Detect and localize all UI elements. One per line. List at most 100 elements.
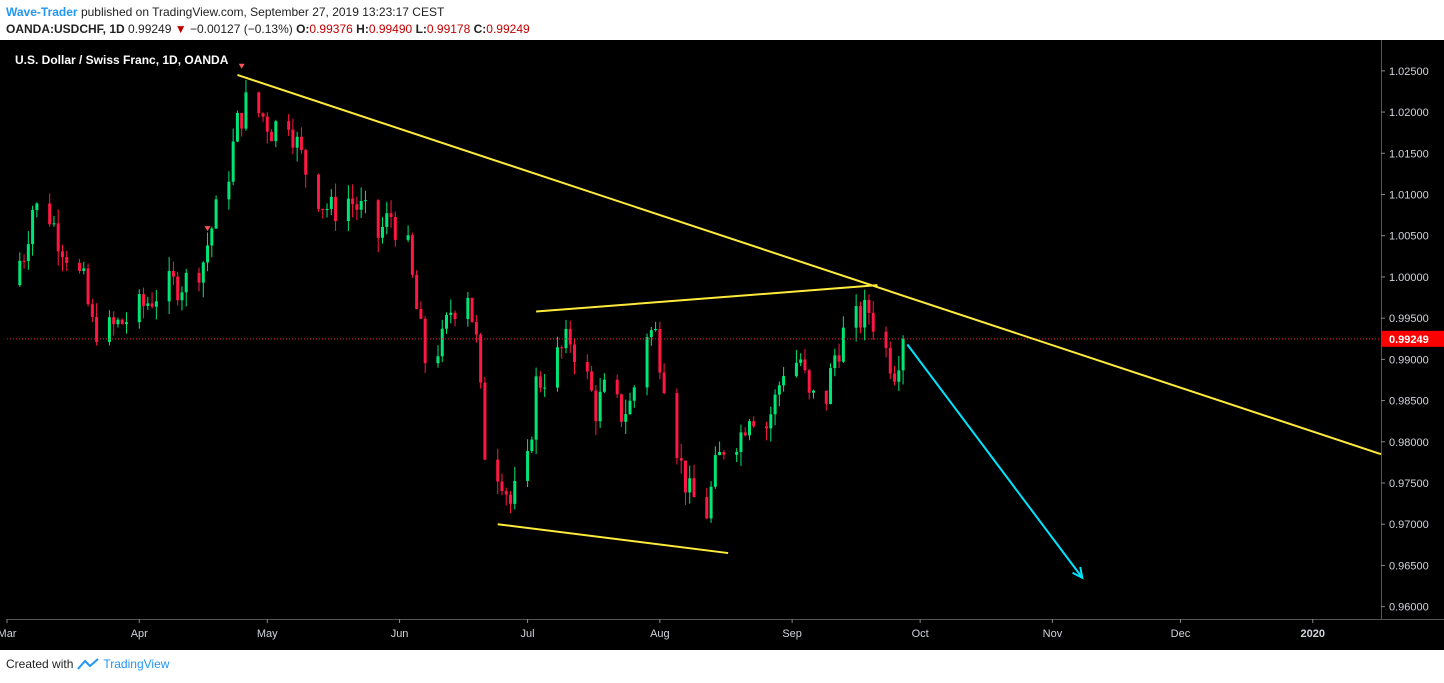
candle-up [124,322,128,324]
candle-down [888,347,892,374]
x-tick-label: 2020 [1300,628,1324,640]
author-name[interactable]: Wave-Trader [6,5,78,19]
candle-down [150,303,154,307]
candle-up [26,244,30,262]
candle-up [769,414,773,429]
candle-up [854,306,858,328]
candle-down [351,198,355,205]
candle-up [184,272,188,293]
candle-up [777,385,781,395]
x-tick-label: Aug [650,628,670,640]
forecast-arrow[interactable] [906,343,1084,579]
x-tick-label: Jul [521,628,535,640]
candle-down [419,308,423,319]
x-tick-label: Sep [782,628,802,640]
candle-down [803,359,807,371]
trendline[interactable] [237,74,1382,456]
candle-up [201,262,205,283]
candle-down [291,129,295,148]
y-tick-label: 1.00000 [1389,272,1429,284]
y-tick-label: 1.00500 [1389,231,1429,243]
candle-down [658,329,662,373]
y-tick-label: 0.99000 [1389,354,1429,366]
candle-down [807,370,811,393]
candle-up [116,319,120,325]
open-label: O: [296,22,310,36]
candle-down [474,321,478,335]
candle-up [180,292,184,301]
candle-up [645,337,649,388]
candle-down [679,458,683,461]
tradingview-brand[interactable]: TradingView [103,657,170,671]
y-tick-label: 0.96500 [1389,560,1429,572]
candle-down [393,217,397,240]
candle-up [649,330,653,338]
candle-down [65,257,69,263]
candle-down [261,113,265,117]
candle-up [799,359,803,363]
candle-up [31,209,35,245]
high-value: 0.99490 [368,22,413,36]
current-price-tag [1382,330,1444,347]
y-tick-label: 0.99500 [1389,313,1429,325]
candle-down [176,276,180,301]
published-text: published on TradingView.com, September … [80,5,445,19]
low-label: L: [415,22,427,36]
candle-down [197,272,201,283]
candle-down [619,394,623,422]
candle-up [346,198,350,222]
candle-down [240,112,244,129]
candle-down [453,312,457,320]
trendline[interactable] [536,284,878,313]
candle-down [95,316,99,342]
candle-up [35,203,39,210]
candle-up [841,327,845,362]
candle-up [735,451,739,455]
candle-down [683,460,687,493]
candle-up [632,387,636,401]
ohlc-legend: OANDA:USDCHF, 1D 0.99249 ▼ −0.00127 (−0.… [6,22,530,36]
candle-down [884,331,888,348]
candle-up [829,368,833,404]
candle-down [509,494,513,504]
candle-up [295,136,299,148]
candle-down [538,376,542,388]
price-chart[interactable]: 1.02500 1.02000 1.01500 1.01000 1.00500 1.000… [0,40,1444,650]
close-value: 0.99249 [486,22,530,36]
candle-up [381,226,385,238]
candle-down [893,373,897,382]
candle-up [359,201,363,210]
y-tick-label: 0.97000 [1389,519,1429,531]
candle-down [355,204,359,210]
candle-down [752,421,756,427]
y-tick-label: 0.98000 [1389,437,1429,449]
candle-up [555,347,559,388]
y-tick-label: 0.98500 [1389,396,1429,408]
candle-up [445,314,449,329]
last-price: 0.99249 [128,22,172,36]
candle-down [705,497,709,519]
y-tick-label: 1.02000 [1389,107,1429,119]
candle-down [316,174,320,209]
candle-up [18,260,22,286]
x-tick-label: Apr [131,628,148,640]
y-tick-label: 1.01000 [1389,189,1429,201]
candle-down [60,251,64,258]
candle-down [675,393,679,459]
candle-down [568,328,572,345]
candle-down [410,235,414,275]
candle-up [274,121,278,142]
candle-down [504,491,508,495]
candle-up [598,391,602,422]
candle-up [688,478,692,493]
candle-down [423,318,427,364]
candle-up [530,439,534,452]
created-with-label: Created with [6,657,74,671]
candle-up [747,421,751,436]
candle-up [107,317,111,342]
trendline[interactable] [497,523,729,555]
candle-down [483,382,487,460]
candle-down [321,208,325,210]
y-tick-label: 0.96000 [1389,602,1429,614]
symbol-name: OANDA:USDCHF, 1D [6,22,125,36]
